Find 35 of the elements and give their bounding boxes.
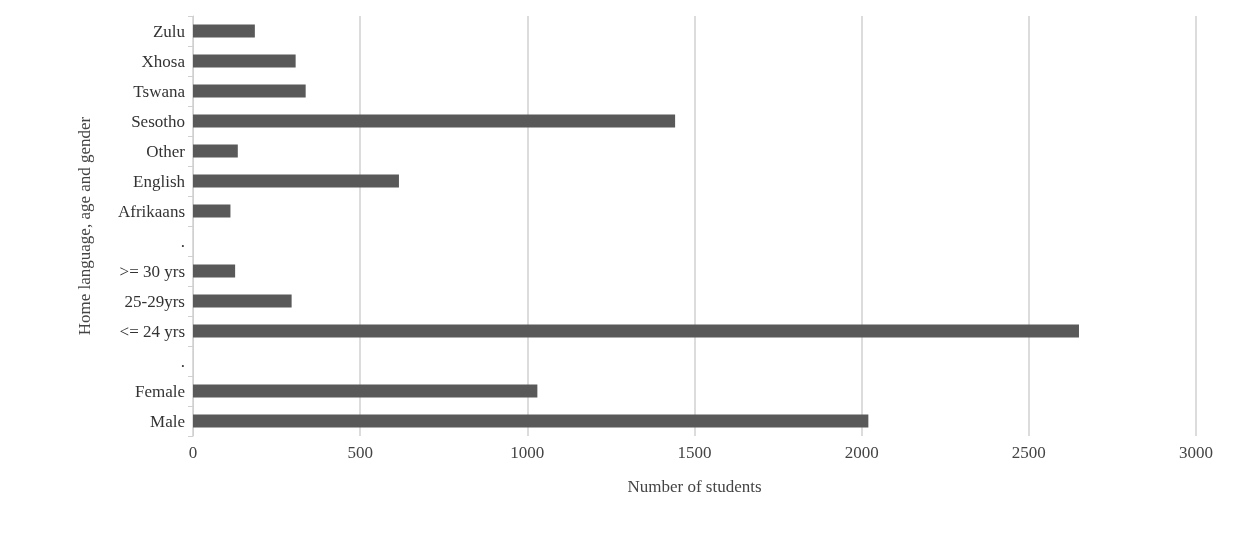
bar (193, 294, 292, 308)
y-tick-label: >= 30 yrs (119, 261, 185, 281)
y-tick-label: English (133, 171, 186, 191)
x-tick-label: 500 (347, 443, 373, 462)
bar (193, 174, 399, 188)
y-tick-label: <= 24 yrs (119, 321, 185, 341)
bar (193, 204, 231, 218)
x-tick-label: 2000 (844, 443, 879, 462)
bar (193, 144, 238, 158)
y-tick-label: . (180, 231, 185, 251)
bar (193, 24, 255, 38)
bar (193, 114, 676, 128)
x-axis-title: Number of students (627, 477, 762, 496)
y-tick-label: Female (134, 381, 185, 401)
y-tick-label: Other (146, 141, 186, 161)
y-tick-label: Zulu (152, 21, 186, 41)
x-tick-label: 3000 (1179, 443, 1213, 462)
x-tick-label: 1500 (677, 443, 712, 462)
x-tick-label: 1000 (510, 443, 545, 462)
y-tick-label: Sesotho (131, 111, 185, 131)
y-tick-label: . (180, 351, 185, 371)
y-tick-label: 25-29yrs (124, 291, 185, 311)
bar (193, 84, 306, 98)
y-axis-title: Home language, age and gender (75, 116, 94, 336)
bar (193, 264, 236, 278)
y-tick-label: Male (150, 411, 185, 431)
bar (193, 414, 869, 428)
bar (193, 54, 296, 68)
x-tick-label: 2500 (1011, 443, 1046, 462)
y-tick-label: Tswana (133, 81, 186, 101)
bar (193, 324, 1079, 338)
y-tick-label: Xhosa (141, 51, 186, 71)
x-tick-label: 0 (188, 443, 198, 462)
bar (193, 384, 538, 398)
y-tick-label: Afrikaans (117, 201, 185, 221)
